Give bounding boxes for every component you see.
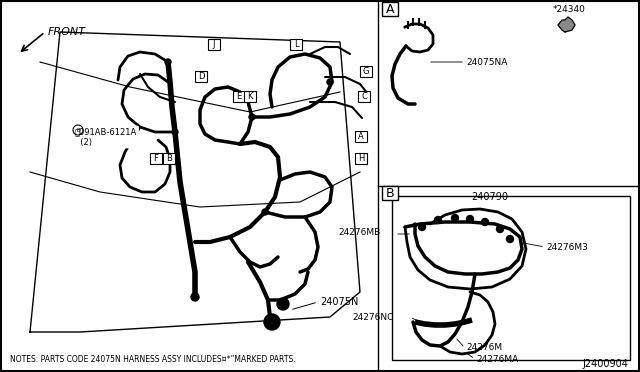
Bar (150, 153, 162, 164)
Text: B: B (166, 154, 172, 163)
Circle shape (277, 298, 289, 310)
Bar (208, 39, 220, 50)
Bar (392, 196, 630, 360)
Bar (195, 71, 207, 82)
Circle shape (172, 129, 178, 135)
Circle shape (165, 59, 171, 65)
Circle shape (497, 225, 504, 232)
Text: E: E (236, 92, 242, 101)
Text: FRONT: FRONT (48, 27, 86, 37)
Circle shape (467, 215, 474, 222)
Text: 24075NA: 24075NA (466, 58, 508, 67)
Circle shape (419, 224, 426, 231)
Bar (382, 2, 398, 16)
Bar (163, 153, 175, 164)
Text: K: K (247, 92, 253, 101)
Circle shape (264, 314, 280, 330)
Circle shape (506, 235, 513, 243)
Text: J2400904: J2400904 (582, 359, 628, 369)
Text: D: D (198, 72, 204, 81)
Bar (290, 39, 302, 50)
Text: A: A (358, 132, 364, 141)
Text: A: A (386, 3, 394, 16)
Circle shape (481, 218, 488, 225)
Bar (382, 186, 398, 200)
Text: L: L (294, 40, 298, 49)
Bar (244, 91, 256, 102)
Text: C: C (361, 92, 367, 101)
Bar (355, 131, 367, 142)
Circle shape (262, 209, 268, 215)
Text: 24276NC: 24276NC (353, 312, 394, 321)
Text: F: F (154, 154, 159, 163)
Text: G: G (363, 67, 369, 76)
Text: Ⓑ091AB-6121A
  (2): Ⓑ091AB-6121A (2) (75, 127, 137, 147)
Text: B: B (386, 186, 394, 199)
Text: 24276M3: 24276M3 (546, 243, 588, 251)
Text: 24276MA: 24276MA (476, 355, 518, 363)
Bar (233, 91, 245, 102)
Text: NOTES: PARTS CODE 24075N HARNESS ASSY INCLUDES¤*”MARKED PARTS.: NOTES: PARTS CODE 24075N HARNESS ASSY IN… (10, 356, 296, 365)
Circle shape (435, 217, 442, 224)
Text: J: J (212, 40, 215, 49)
Text: 24276MB: 24276MB (339, 228, 381, 237)
Circle shape (451, 215, 458, 221)
Text: B: B (76, 128, 80, 132)
Text: 24276M: 24276M (466, 343, 502, 353)
Text: 24075N: 24075N (320, 297, 358, 307)
Polygon shape (558, 17, 575, 32)
Circle shape (191, 293, 199, 301)
Circle shape (249, 114, 255, 120)
Circle shape (327, 79, 333, 85)
Text: 240790: 240790 (472, 192, 509, 202)
Text: *24340: *24340 (553, 4, 586, 13)
Bar (358, 91, 370, 102)
Bar (355, 153, 367, 164)
Bar (360, 66, 372, 77)
Text: H: H (358, 154, 364, 163)
